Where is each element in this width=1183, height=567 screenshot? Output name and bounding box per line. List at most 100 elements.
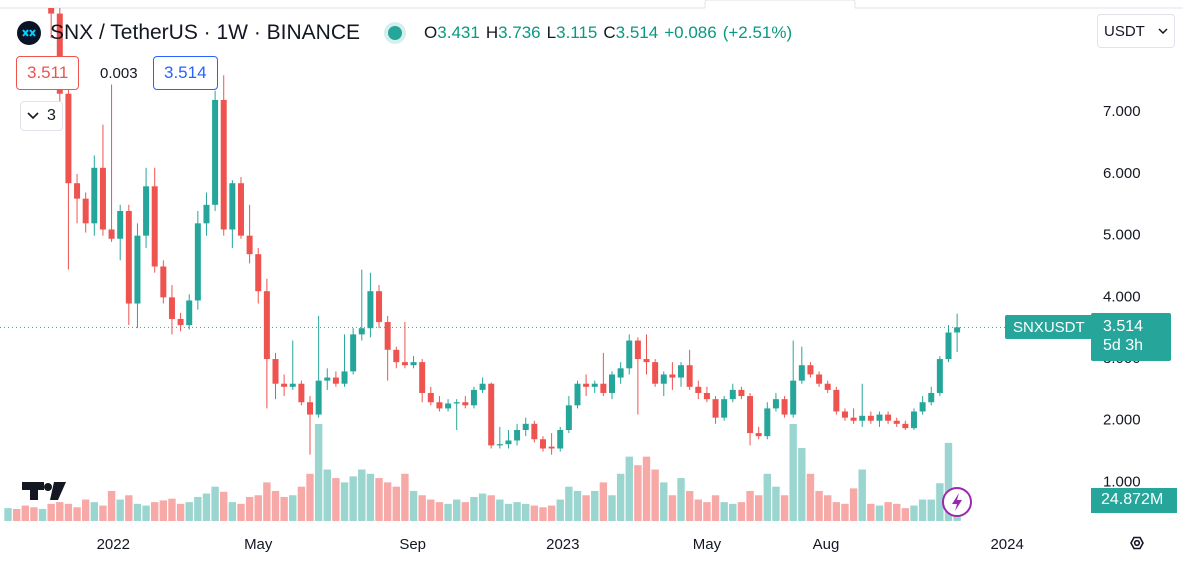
volume-bar: [435, 502, 444, 521]
candle-body: [798, 365, 805, 381]
settings-icon[interactable]: [1130, 536, 1144, 550]
volume-bar: [280, 496, 288, 521]
candle-body: [764, 408, 771, 437]
volume-bar: [694, 499, 702, 521]
candle-body: [548, 446, 555, 449]
ohlc-value: 3.514: [615, 23, 659, 42]
lightning-icon[interactable]: [942, 487, 972, 517]
volume-bar: [522, 503, 530, 521]
candle-body: [99, 167, 106, 230]
volume-bar: [73, 507, 81, 521]
volume-bar: [64, 503, 73, 521]
volume-bar: [944, 442, 953, 521]
volume-bar: [565, 486, 573, 521]
buy-button[interactable]: 3.514: [153, 56, 218, 90]
candle-body: [332, 377, 339, 384]
x-tick-label: May: [244, 536, 273, 553]
countdown: 5d 3h: [1103, 337, 1144, 355]
volume-bar: [314, 424, 323, 521]
indicators-toggle[interactable]: 3: [20, 101, 63, 131]
candle-body: [281, 383, 288, 387]
currency-select[interactable]: USDT: [1097, 14, 1175, 48]
volume-bar: [875, 505, 884, 521]
currency: USDT: [1104, 22, 1145, 40]
candle-body: [643, 359, 650, 363]
price-layer: [0, 8, 1090, 455]
volume-bar: [608, 495, 616, 521]
candle-body: [902, 423, 909, 429]
volume-bar: [832, 502, 841, 521]
volume-bar: [4, 508, 12, 521]
volume-bar: [254, 495, 262, 521]
volume-bar: [936, 483, 944, 521]
candle-body: [134, 235, 141, 304]
candle-body: [790, 380, 797, 415]
volume-bar: [642, 456, 651, 521]
volume-bar: [220, 491, 228, 521]
volume-bar: [427, 499, 435, 521]
volume-bar: [841, 503, 849, 521]
candle-body: [384, 322, 391, 350]
volume-bar: [383, 482, 392, 521]
volume-bar: [211, 486, 219, 521]
x-tick-label: 2024: [990, 536, 1023, 553]
volume-bar: [263, 482, 271, 521]
volume-bar: [358, 469, 366, 521]
ohlc-letter: C: [603, 23, 616, 42]
candle-body: [514, 429, 521, 441]
x-tick-label: 2023: [546, 536, 579, 553]
sell-button[interactable]: 3.511: [16, 56, 80, 90]
volume-bar: [677, 478, 685, 521]
volume-bar: [202, 493, 211, 521]
ohlc-value: 3.431: [437, 23, 480, 42]
x-tick-label: Aug: [813, 536, 840, 553]
candle-body: [669, 374, 676, 378]
candle-body: [876, 414, 883, 421]
volume-bar: [38, 508, 47, 521]
volume-bar: [927, 499, 935, 521]
candle-body: [522, 423, 529, 430]
volume-bar: [418, 495, 426, 521]
ohlc-legend: O3.431 H3.736 L3.115 C3.514 +0.086 (+2.51%): [424, 23, 792, 43]
volume-bar: [194, 496, 202, 521]
volume-bar: [530, 505, 539, 521]
volume-bar: [651, 469, 659, 521]
candle-body: [626, 340, 633, 369]
candle-body: [885, 414, 892, 421]
candle-body: [505, 440, 512, 445]
symbol-header: SNX / TetherUS · 1W · BINANCE O3.431 H3.7…: [16, 20, 792, 46]
volume-bar: [556, 499, 564, 521]
candle-body: [747, 396, 754, 434]
ohlc-item: C3.514: [603, 23, 658, 43]
candle-body: [496, 444, 503, 446]
candle-body: [151, 186, 158, 267]
candle-body: [954, 327, 961, 333]
change: +0.086: [664, 23, 717, 42]
volume-bar: [703, 502, 711, 521]
volume-bar: [159, 500, 168, 521]
volume-bar: [901, 508, 910, 521]
volume-bar: [366, 473, 375, 521]
volume-bar: [668, 495, 677, 521]
volume-bar: [142, 505, 150, 521]
volume-bar: [107, 490, 116, 521]
volume-bar: [910, 505, 918, 521]
volume-bar: [271, 490, 280, 521]
candle-body: [574, 383, 581, 406]
volume-bar: [634, 465, 642, 521]
candle-body: [824, 383, 831, 390]
symbol-title: SNX / TetherUS · 1W · BINANCE: [50, 21, 361, 44]
candle-body: [160, 266, 167, 298]
candle-body: [143, 186, 150, 236]
candle-body: [772, 399, 779, 409]
volume-bar: [176, 503, 185, 521]
volume-bar: [806, 473, 815, 521]
candle-body: [324, 377, 331, 381]
y-tick-label: 6.000: [1103, 165, 1141, 182]
volume-bar: [780, 495, 789, 521]
candle-body: [833, 389, 840, 412]
candle-body: [117, 210, 124, 239]
top-tab[interactable]: [704, 0, 856, 8]
